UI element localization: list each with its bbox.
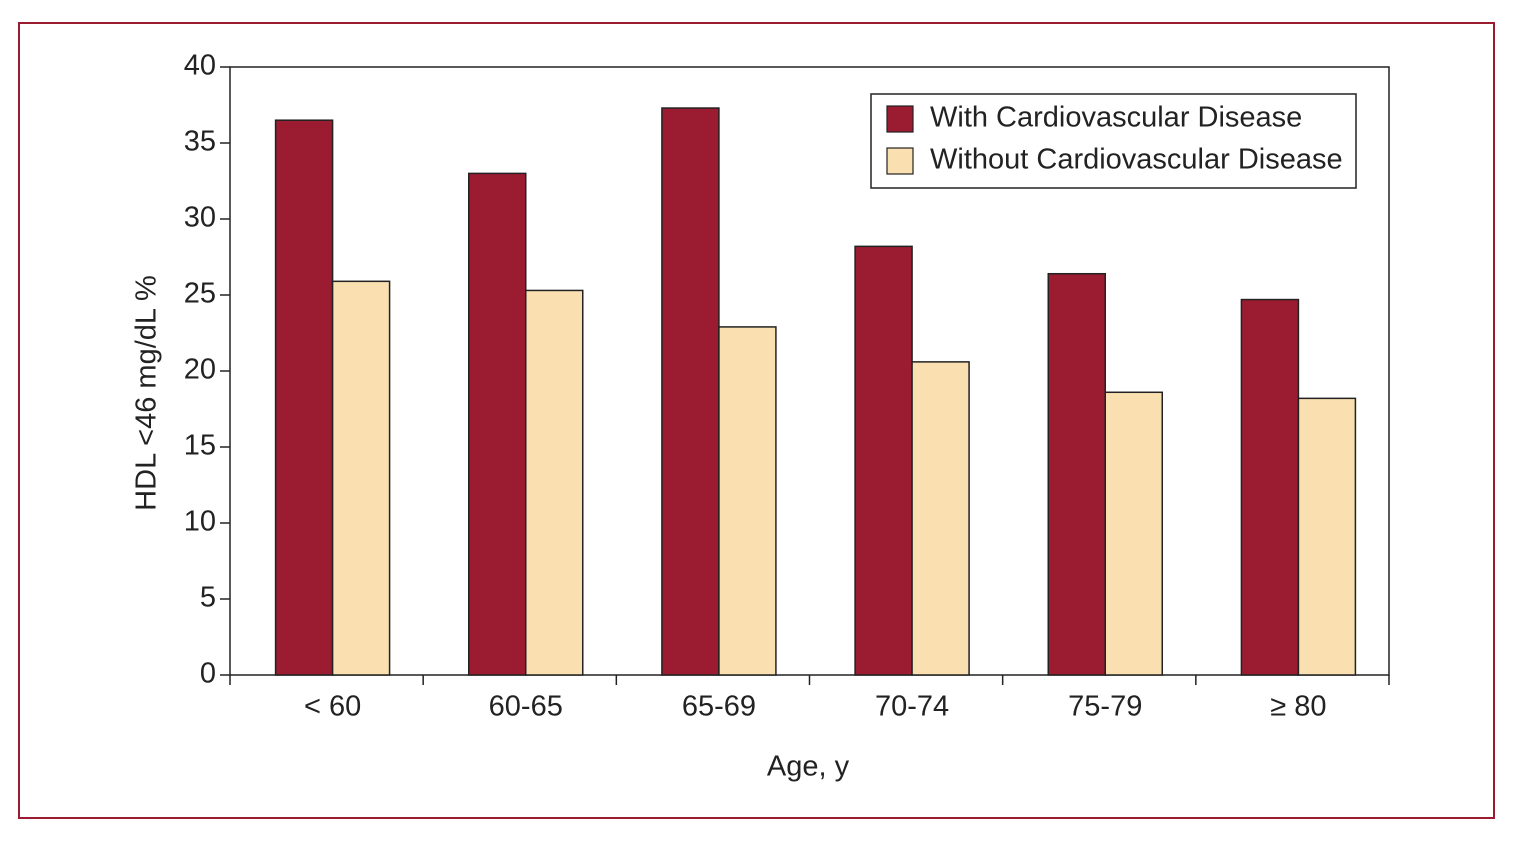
y-tick-label: 15 — [184, 430, 216, 462]
frame — [18, 22, 1495, 819]
bar — [274, 119, 334, 676]
bar — [525, 289, 584, 676]
y-tick-label: 25 — [184, 278, 216, 310]
bar — [718, 326, 777, 676]
x-tick-label: 65-69 — [682, 691, 756, 723]
x-tick-label: 75-79 — [1068, 691, 1142, 723]
bar — [468, 172, 527, 676]
y-tick-label: 5 — [200, 582, 216, 614]
bar — [1297, 397, 1357, 676]
y-tick-label: 20 — [184, 354, 216, 386]
y-tick-label: 30 — [184, 202, 216, 234]
legend-label: Without Cardiovascular Disease — [930, 144, 1343, 176]
x-tick-label: ≥ 80 — [1270, 691, 1326, 723]
bar — [911, 361, 970, 676]
bar — [1047, 272, 1106, 676]
x-tick-label: 60-65 — [489, 691, 563, 723]
legend-label: With Cardiovascular Disease — [930, 102, 1302, 134]
bar — [661, 107, 720, 676]
legend-swatch — [886, 147, 914, 175]
y-tick-label: 35 — [184, 126, 216, 158]
y-tick-label: 40 — [184, 50, 216, 82]
y-axis-title: HDL <46 mg/dL % — [131, 275, 163, 511]
legend-box — [870, 93, 1357, 189]
bar — [1104, 391, 1163, 676]
bar — [854, 245, 913, 676]
y-tick-label: 10 — [184, 506, 216, 538]
bar — [1240, 298, 1300, 676]
x-tick-label: 70-74 — [875, 691, 949, 723]
x-tick-label: < 60 — [304, 691, 361, 723]
y-tick-label: 0 — [200, 658, 216, 690]
x-axis-title: Age, y — [767, 751, 850, 783]
bar — [331, 280, 391, 676]
legend-swatch — [886, 105, 914, 133]
